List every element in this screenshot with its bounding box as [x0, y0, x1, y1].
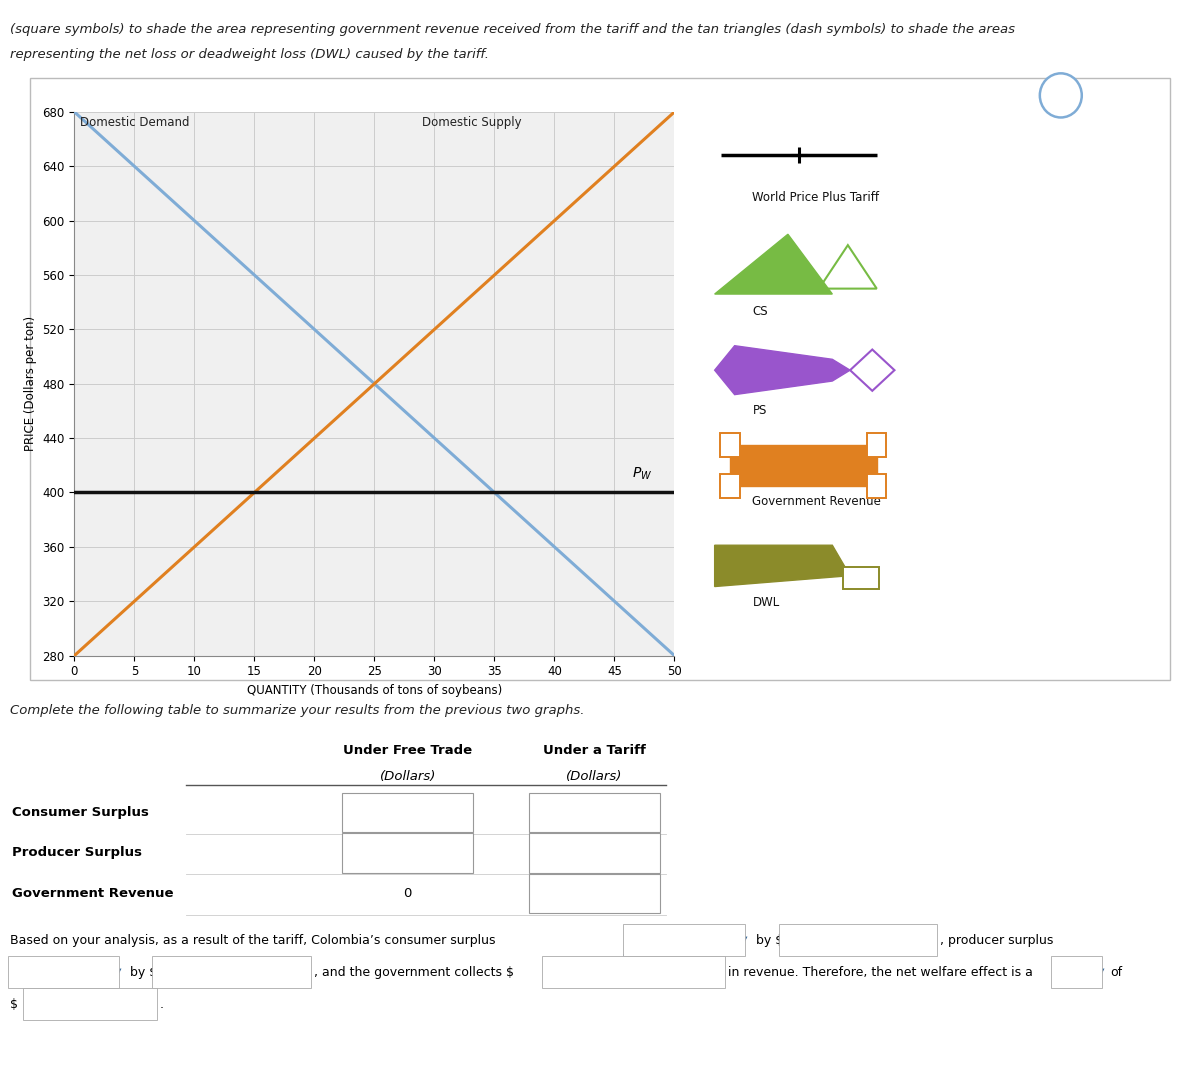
Text: representing the net loss or deadweight loss (DWL) caused by the tariff.: representing the net loss or deadweight … — [10, 48, 488, 61]
Polygon shape — [844, 567, 878, 588]
Text: (Dollars): (Dollars) — [380, 770, 436, 782]
Text: ▼: ▼ — [1097, 967, 1104, 978]
Text: .: . — [160, 998, 163, 1011]
Text: $: $ — [10, 998, 18, 1011]
Text: , and the government collects $: , and the government collects $ — [314, 966, 515, 979]
Text: by $: by $ — [130, 966, 157, 979]
Text: PS: PS — [752, 404, 767, 417]
Text: , producer surplus: , producer surplus — [940, 934, 1052, 947]
Circle shape — [1040, 74, 1081, 117]
Text: Producer Surplus: Producer Surplus — [12, 846, 142, 859]
Text: CS: CS — [752, 305, 768, 318]
Text: Government Revenue: Government Revenue — [12, 887, 174, 900]
Text: World Price Plus Tariff: World Price Plus Tariff — [752, 191, 880, 204]
Text: by $: by $ — [756, 934, 784, 947]
Text: Government Revenue: Government Revenue — [752, 496, 881, 508]
Polygon shape — [715, 345, 850, 394]
Text: Domestic Supply: Domestic Supply — [422, 116, 522, 129]
Y-axis label: PRICE (Dollars per ton): PRICE (Dollars per ton) — [24, 317, 37, 451]
Text: (square symbols) to shade the area representing government revenue received from: (square symbols) to shade the area repre… — [10, 23, 1015, 36]
Text: Based on your analysis, as a result of the tariff, Colombia’s consumer surplus: Based on your analysis, as a result of t… — [10, 934, 496, 947]
Text: ▼: ▼ — [114, 967, 121, 978]
Text: Under a Tariff: Under a Tariff — [542, 744, 646, 757]
Polygon shape — [866, 433, 887, 456]
Polygon shape — [720, 433, 740, 456]
Text: 0: 0 — [403, 887, 412, 900]
Polygon shape — [715, 545, 850, 586]
Text: (Dollars): (Dollars) — [566, 770, 622, 782]
Polygon shape — [715, 235, 833, 294]
Text: Consumer Surplus: Consumer Surplus — [12, 806, 149, 819]
Polygon shape — [730, 445, 877, 486]
Text: Domestic Demand: Domestic Demand — [80, 116, 190, 129]
Polygon shape — [720, 474, 740, 498]
Polygon shape — [866, 474, 887, 498]
Text: $P_W$: $P_W$ — [632, 465, 653, 482]
Text: ?: ? — [1056, 86, 1066, 104]
X-axis label: QUANTITY (Thousands of tons of soybeans): QUANTITY (Thousands of tons of soybeans) — [247, 684, 502, 697]
Text: Under Free Trade: Under Free Trade — [343, 744, 473, 757]
Text: of: of — [1110, 966, 1122, 979]
Text: in revenue. Therefore, the net welfare effect is a: in revenue. Therefore, the net welfare e… — [728, 966, 1033, 979]
Text: DWL: DWL — [752, 596, 780, 609]
Text: ▼: ▼ — [740, 935, 748, 946]
Text: Complete the following table to summarize your results from the previous two gra: Complete the following table to summariz… — [10, 704, 584, 716]
